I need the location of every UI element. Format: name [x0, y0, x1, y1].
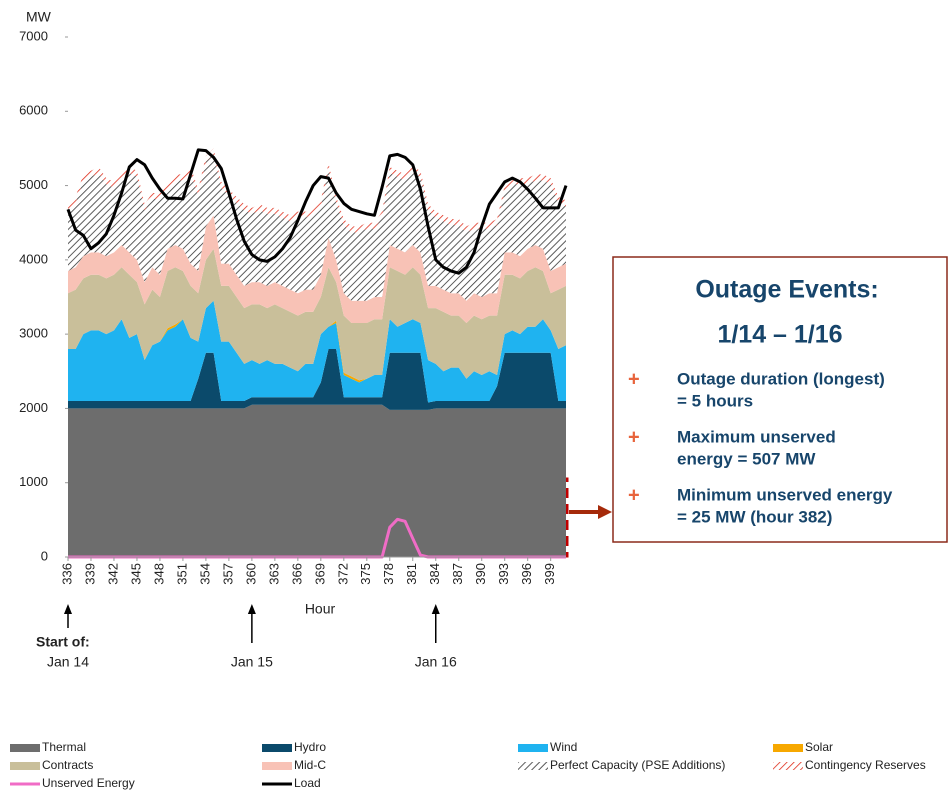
- legend-swatch: [262, 762, 292, 770]
- outage-panel: [612, 256, 948, 543]
- x-tick-label: 360: [243, 563, 258, 585]
- y-tick-label: 7000: [19, 28, 48, 43]
- x-axis-label: Hour: [305, 601, 336, 617]
- y-tick-label: 4000: [19, 251, 48, 266]
- annotation-text: Jan 16: [415, 654, 457, 670]
- x-tick-label: 396: [519, 563, 534, 585]
- legend-label: Contracts: [42, 758, 93, 772]
- area-0: [68, 404, 566, 557]
- x-tick-label: 372: [335, 563, 350, 585]
- legend-label: Unserved Energy: [42, 776, 135, 790]
- y-tick-label: 0: [41, 548, 48, 563]
- area-1: [68, 349, 566, 410]
- panel-subtitle: 1/14 – 1/16: [717, 321, 842, 349]
- legend-label: Solar: [805, 740, 833, 754]
- x-tick-label: 336: [59, 563, 74, 585]
- legend-swatch: [10, 762, 40, 770]
- y-tick-label: 5000: [19, 177, 48, 192]
- annotation-text: Jan 14: [47, 654, 89, 670]
- panel-marker: +: [628, 368, 640, 390]
- line-9: [66, 148, 568, 275]
- panel-marker: +: [628, 426, 640, 448]
- y-tick-label: 6000: [19, 103, 48, 118]
- legend-swatch: [262, 744, 292, 752]
- annotation-arrowhead: [64, 604, 72, 614]
- legend-swatch: [773, 744, 803, 752]
- legend-label: Hydro: [294, 740, 326, 754]
- x-tick-label: 384: [427, 563, 442, 585]
- x-tick-label: 351: [174, 563, 189, 585]
- annotation-arrowhead: [431, 604, 440, 614]
- x-tick-label: 345: [128, 563, 143, 585]
- annotation-arrowhead: [247, 604, 256, 614]
- y-axis-label: MW: [26, 9, 52, 25]
- legend-label: Contingency Reserves: [805, 758, 926, 772]
- x-tick-label: 363: [266, 563, 281, 585]
- panel-item: Minimum unserved energy: [677, 485, 893, 504]
- legend-swatch: [773, 762, 803, 770]
- legend-label: Thermal: [42, 740, 86, 754]
- panel-item: energy = 507 MW: [677, 449, 816, 468]
- panel-item: = 5 hours: [677, 391, 753, 410]
- panel-marker: +: [628, 484, 640, 506]
- area-7: [68, 148, 566, 233]
- panel-title: Outage Events:: [695, 276, 878, 304]
- y-tick-label: 1000: [19, 474, 48, 489]
- panel-item: Maximum unserved: [677, 427, 836, 446]
- panel-item: = 25 MW (hour 382): [677, 507, 832, 526]
- x-tick-label: 369: [312, 563, 327, 585]
- x-tick-label: 381: [404, 563, 419, 585]
- legend-label: Mid-C: [294, 758, 326, 772]
- x-tick-label: 342: [105, 563, 120, 585]
- x-tick-label: 354: [197, 563, 212, 585]
- legend-label: Perfect Capacity (PSE Additions): [550, 758, 725, 772]
- x-tick-label: 348: [151, 563, 166, 585]
- legend-swatch: [10, 744, 40, 752]
- annotation-label: Start of:: [36, 634, 90, 650]
- x-tick-label: 393: [496, 563, 511, 585]
- x-tick-label: 390: [473, 563, 488, 585]
- x-tick-label: 375: [358, 563, 373, 585]
- callout-arrowhead: [598, 505, 612, 519]
- legend-label: Wind: [550, 740, 577, 754]
- x-tick-label: 399: [542, 563, 557, 585]
- legend-swatch: [518, 762, 548, 770]
- x-tick-label: 378: [381, 563, 396, 585]
- y-tick-label: 2000: [19, 400, 48, 415]
- legend-swatch: [518, 744, 548, 752]
- area-2: [68, 300, 566, 403]
- area-4: [68, 248, 566, 381]
- x-tick-label: 366: [289, 563, 304, 585]
- area-5: [68, 215, 566, 323]
- x-tick-label: 387: [450, 563, 465, 585]
- y-tick-label: 3000: [19, 326, 48, 341]
- legend-label: Load: [294, 776, 321, 790]
- panel-item: Outage duration (longest): [677, 369, 885, 388]
- x-tick-label: 339: [82, 563, 97, 585]
- x-tick-label: 357: [220, 563, 235, 585]
- annotation-text: Jan 15: [231, 654, 273, 670]
